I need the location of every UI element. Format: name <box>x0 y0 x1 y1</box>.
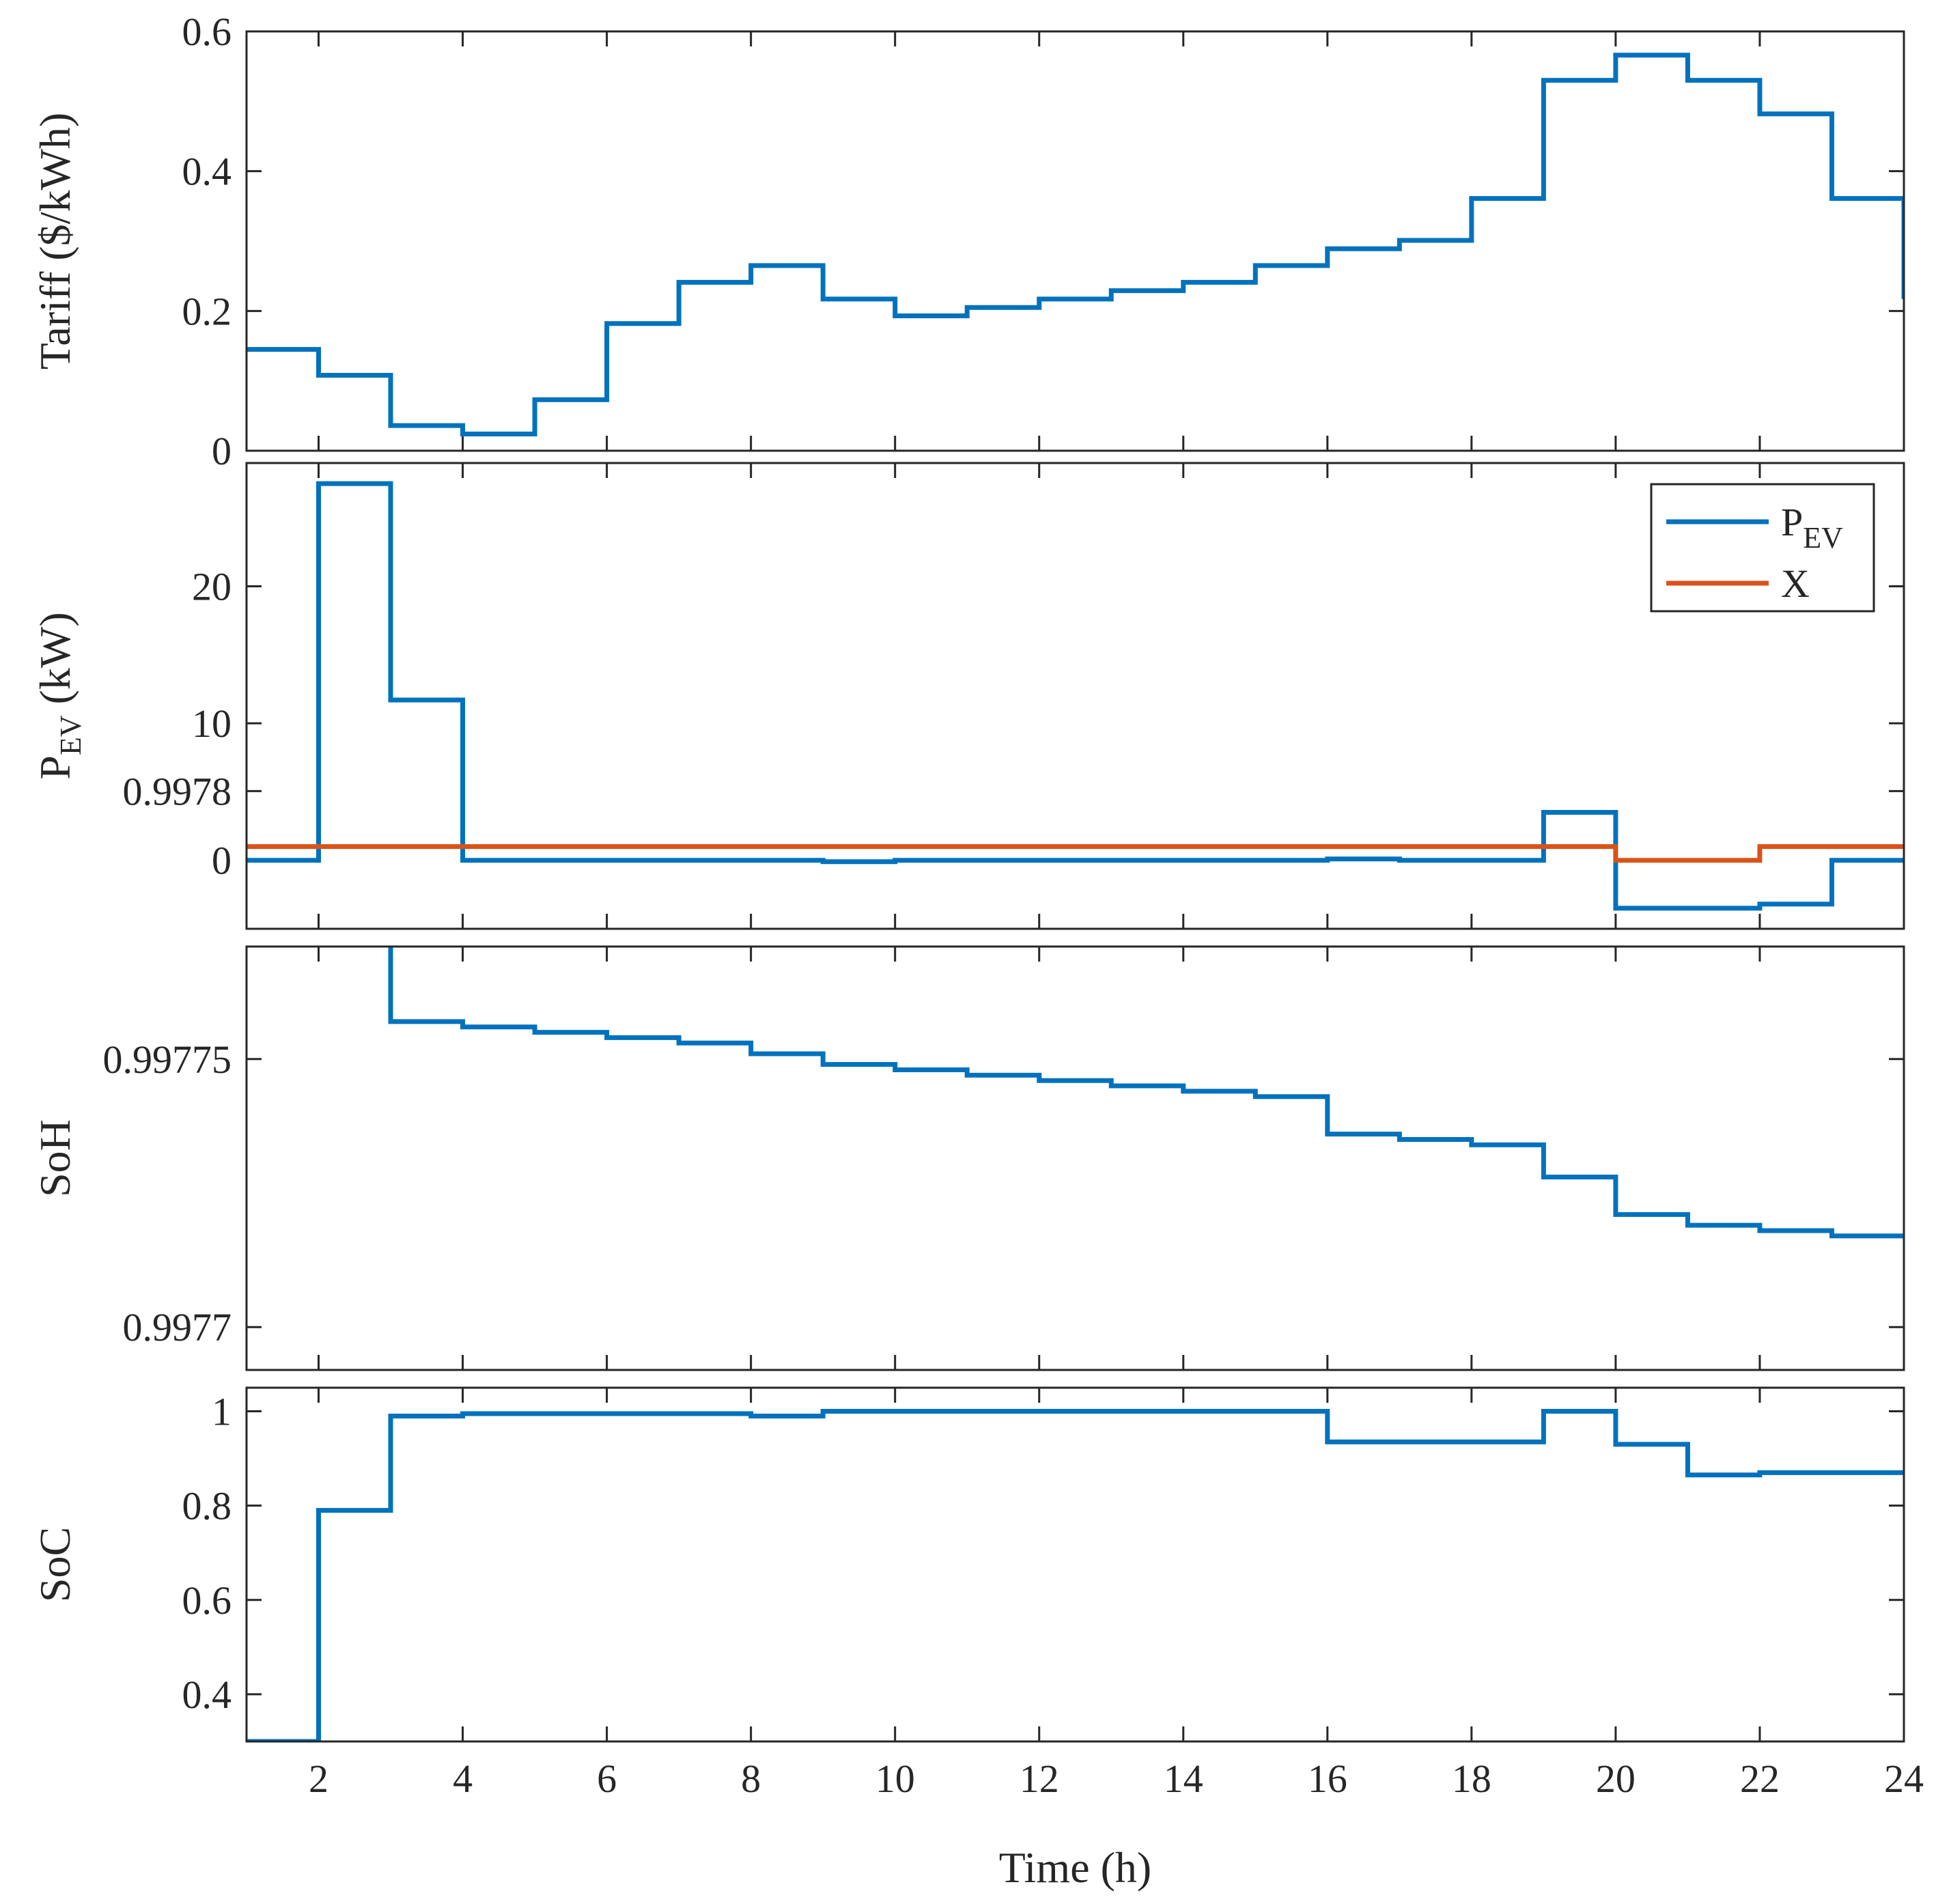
y-tick-label: 0 <box>212 429 232 473</box>
series-line-soc <box>247 1409 1904 1741</box>
x-tick-label: 18 <box>1452 1756 1491 1801</box>
series-line-soh <box>388 947 1904 1239</box>
y-tick-label: 0 <box>212 839 232 883</box>
legend-label: X <box>1781 561 1810 606</box>
x-tick-label: 2 <box>309 1756 328 1801</box>
legend: PEV X <box>1650 483 1875 613</box>
y-tick-label: 0.8 <box>182 1484 232 1528</box>
axes-frame <box>245 945 1905 1371</box>
x-tick-label: 16 <box>1308 1756 1347 1801</box>
y-tick-label: 0.99775 <box>103 1037 232 1082</box>
y-axis-title: Tariff ($/kWh) <box>31 113 79 369</box>
y-axis-title: SoH <box>31 1119 79 1197</box>
series-line-x <box>247 844 1904 863</box>
y-tick-label: 20 <box>192 565 232 609</box>
axes-frame <box>245 1386 1905 1743</box>
x-tick-label: 4 <box>453 1756 473 1801</box>
y-tick-label: 0.9978 <box>123 769 232 813</box>
y-tick-label: 10 <box>192 701 232 746</box>
y-tick-label: 1 <box>212 1390 232 1434</box>
y-tick-label: 0.2 <box>182 289 232 333</box>
x-tick-label: 10 <box>875 1756 915 1801</box>
x-tick-label: 12 <box>1020 1756 1059 1801</box>
axes-frame <box>245 30 1905 452</box>
panel-soh: 0.9977 0.99775 0.9978 SoH <box>31 769 1905 1371</box>
axes-frame <box>245 462 1905 930</box>
legend-box <box>1650 483 1875 613</box>
panel-pev: 0 10 20 PEV (kW) PEV X <box>31 462 1905 930</box>
x-tick-label: 6 <box>597 1756 617 1801</box>
x-tick-label: 22 <box>1740 1756 1780 1801</box>
y-tick-label: 0.6 <box>182 10 232 54</box>
y-tick-label: 0.4 <box>182 150 232 194</box>
x-tick-label: 24 <box>1884 1756 1924 1801</box>
y-axis-title: PEV (kW) <box>31 612 87 779</box>
y-tick-label: 0.6 <box>182 1578 232 1623</box>
x-axis-title: Time (h) <box>999 1843 1151 1892</box>
y-axis-title: SoC <box>31 1527 79 1602</box>
series-line-p-ev <box>247 481 1904 911</box>
series-line-tariff <box>247 53 1904 436</box>
x-tick-label: 14 <box>1164 1756 1203 1801</box>
legend-label: PEV <box>1781 500 1843 555</box>
panel-tariff: 0 0.2 0.4 0.6 Tariff ($/kWh) <box>31 10 1905 473</box>
x-tick-label: 20 <box>1596 1756 1636 1801</box>
y-tick-label: 0.9977 <box>123 1305 232 1349</box>
y-tick-label: 0.4 <box>182 1672 232 1717</box>
x-tick-label: 8 <box>741 1756 761 1801</box>
